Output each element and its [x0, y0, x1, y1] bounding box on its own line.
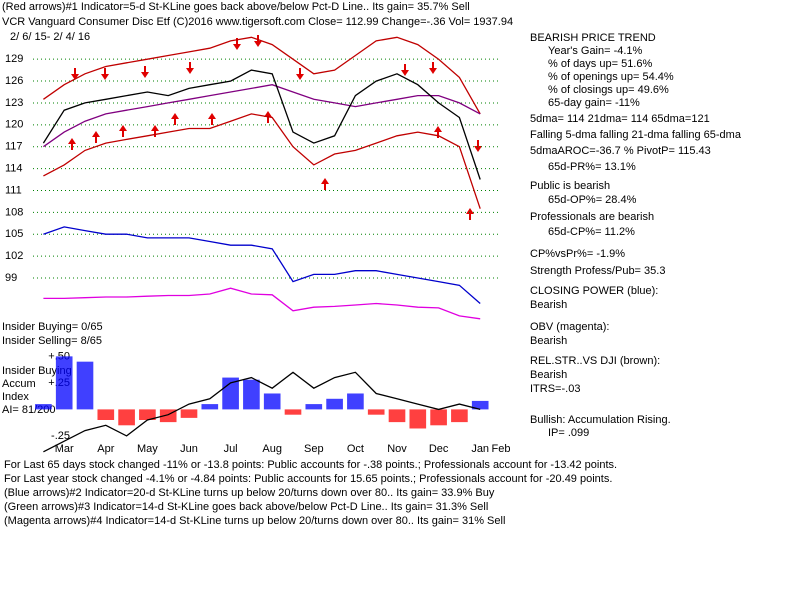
accum-bar [76, 361, 94, 410]
y-tick-label: 111 [5, 184, 22, 196]
footer-text: (Green arrows)#3 Indicator=14-d St-KLine… [4, 501, 488, 513]
footer-text: (Blue arrows)#2 Indicator=20-d St-KLine … [4, 487, 495, 499]
side-text: BEARISH PRICE TREND [530, 32, 656, 44]
x-tick-label: Aug [262, 443, 282, 455]
side-text: Bearish [530, 369, 567, 381]
x-tick-label: Dec [429, 443, 449, 455]
panel-label: Index [2, 391, 29, 403]
side-text: % of openings up= 54.4% [548, 71, 674, 83]
side-text: 65-day gain= -11% [548, 97, 640, 109]
y-tick-label: 114 [5, 162, 23, 174]
price-line [42, 69, 481, 180]
accum-bar [263, 393, 281, 410]
side-text: Year's Gain= -4.1% [548, 45, 643, 57]
accum-bar [430, 409, 447, 426]
x-tick-label: Jun [180, 443, 198, 455]
side-text: Bearish [530, 335, 567, 347]
y-tick-label: 126 [5, 75, 23, 87]
side-text: 5dmaAROC=-36.7 % PivotP= 115.43 [530, 145, 711, 157]
side-text: 65d-CP%= 11.2% [548, 226, 635, 238]
x-tick-label: Mar [55, 443, 74, 455]
side-text: 5dma= 114 21dma= 114 65dma=121 [530, 113, 710, 125]
accum-bar [139, 409, 156, 420]
side-text: 65d-PR%= 13.1% [548, 161, 636, 173]
y-tick-label: 108 [5, 206, 23, 218]
side-text: Bearish [530, 299, 567, 311]
accum-bar [97, 409, 115, 420]
side-text: IP= .099 [548, 427, 589, 439]
y-tick-label: 123 [5, 97, 23, 109]
side-text: % of closings up= 49.6% [548, 84, 669, 96]
accum-bar [305, 404, 323, 410]
rel-strength-line [43, 371, 481, 453]
accum-bar [35, 404, 52, 410]
x-tick-label: Jan [471, 443, 489, 455]
side-text: Professionals are bearish [530, 211, 654, 223]
accum-bar [409, 409, 427, 429]
y-tick-label: 129 [5, 53, 23, 65]
x-tick-label: Feb [492, 443, 511, 455]
side-text: Falling 5-dma falling 21-dma falling 65-… [530, 129, 742, 141]
x-tick-label: Sep [304, 443, 324, 455]
y-tick-label: 120 [5, 119, 23, 131]
y-tick-label: 102 [5, 250, 23, 262]
x-tick-label: May [137, 443, 158, 455]
footer: For Last 65 days stock changed -11% or -… [4, 459, 617, 527]
price-line [43, 287, 481, 320]
accum-bar [451, 409, 468, 423]
price-line [43, 113, 481, 209]
x-tick-label: Jul [224, 443, 238, 455]
panel-label: Insider Buying [2, 365, 72, 377]
y-tick-label: -.25 [51, 430, 70, 442]
side-panel: BEARISH PRICE TREND Year's Gain= -4.1% %… [530, 32, 742, 439]
accum-bar [326, 398, 343, 410]
footer-text: For Last year stock changed -4.1% or -4.… [4, 473, 612, 485]
side-text: CP%vsPr%= -1.9% [530, 248, 625, 260]
accum-bar [284, 409, 302, 415]
accum-bar [180, 409, 198, 418]
accum-bar [388, 409, 406, 423]
side-text: ITRS=-.03 [530, 383, 580, 395]
x-tick-label: Apr [97, 443, 114, 455]
x-tick-label: Nov [387, 443, 407, 455]
side-text: OBV (magenta): [530, 321, 609, 333]
footer-text: For Last 65 days stock changed -11% or -… [4, 459, 617, 471]
accum-bar [367, 409, 385, 415]
side-text: CLOSING POWER (blue): [530, 285, 658, 297]
x-tick-label: Oct [347, 443, 364, 455]
y-tick-label: 99 [5, 272, 17, 284]
side-text: 65d-OP%= 28.4% [548, 194, 637, 206]
insider-text: Insider Selling= 8/65 [2, 335, 102, 347]
y-tick-label: 105 [5, 228, 23, 240]
footer-text: (Magenta arrows)#4 Indicator=14-d St-KLi… [4, 515, 505, 527]
price-line [43, 226, 481, 304]
price-line [43, 84, 481, 148]
accum-bar [243, 379, 260, 410]
accum-bar [55, 356, 73, 410]
side-text: REL.STR..VS DJI (brown): [530, 355, 660, 367]
side-text: Public is bearish [530, 180, 610, 192]
accum-bar [471, 400, 489, 410]
side-text: Bullish: Accumulation Rising. [530, 414, 671, 426]
side-text: Strength Profess/Pub= 35.3 [530, 265, 665, 277]
date-range: 2/ 6/ 15- 2/ 4/ 16 [10, 31, 90, 43]
indicator-text: (Red arrows)#1 Indicator=5-d St-KLine go… [2, 1, 470, 13]
accum-bar [118, 409, 135, 426]
price-line [43, 36, 481, 115]
insider-text: Insider Buying= 0/65 [2, 321, 103, 333]
ticker-text: VCR Vanguard Consumer Disc Etf (C)2016 w… [2, 16, 513, 28]
side-text: % of days up= 51.6% [548, 58, 652, 70]
y-tick-label: 117 [5, 141, 23, 153]
panel-label: Accum [2, 378, 36, 390]
accum-bar [201, 404, 219, 410]
accum-bar [347, 393, 364, 410]
